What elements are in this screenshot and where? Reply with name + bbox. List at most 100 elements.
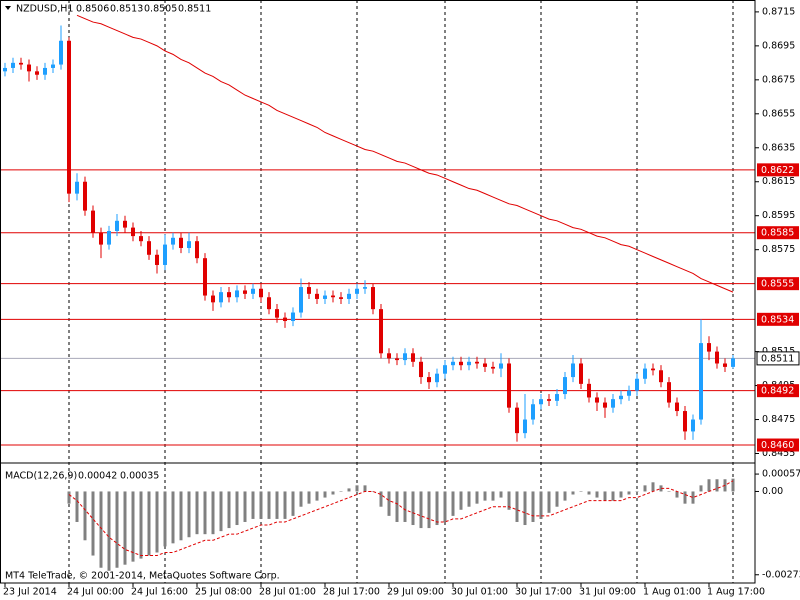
macd-bar	[403, 491, 407, 522]
candle-body	[555, 394, 559, 401]
candle-body	[51, 64, 55, 68]
candle-body	[459, 361, 463, 366]
macd-bar	[147, 491, 151, 556]
macd-bar	[75, 491, 79, 522]
macd-bar	[579, 491, 583, 492]
macd-bar	[67, 491, 71, 504]
macd-bar	[467, 491, 471, 507]
level-label: 0.8555	[761, 279, 794, 290]
macd-bar	[331, 491, 335, 495]
macd-bar	[195, 491, 199, 535]
candle-body	[491, 366, 495, 369]
candle-body	[523, 419, 527, 434]
candle-body	[731, 358, 735, 367]
ohlc-value: 0.8505	[144, 4, 177, 15]
candle-body	[667, 382, 671, 403]
candle-body	[315, 293, 319, 299]
candle-body	[19, 62, 23, 65]
x-tick-label: 1 Aug 17:00	[707, 587, 765, 598]
macd-bar	[315, 491, 319, 501]
y-tick-label: 0.8475	[762, 414, 795, 425]
macd-bar	[491, 491, 495, 501]
level-label: 0.8622	[761, 165, 794, 176]
candle-body	[499, 363, 503, 369]
x-tick-label: 29 Jul 09:00	[387, 587, 444, 598]
candle-body	[675, 402, 679, 412]
level-label: 0.8460	[761, 440, 794, 451]
macd-bar	[595, 491, 599, 498]
candle-body	[547, 399, 551, 401]
candle-body	[507, 363, 511, 408]
candle-body	[531, 404, 535, 420]
x-tick-label: 23 Jul 2014	[3, 587, 57, 598]
candle-body	[387, 353, 391, 359]
macd-bar	[267, 491, 271, 519]
candle-body	[363, 287, 367, 289]
level-label-box	[757, 438, 799, 452]
candle-body	[139, 236, 143, 242]
macd-bar	[667, 491, 671, 492]
candle-body	[571, 363, 575, 378]
candle-body	[107, 231, 111, 245]
y-tick-label: 0.8675	[762, 74, 795, 85]
macd-bar	[483, 491, 487, 501]
macd-bar	[107, 491, 111, 571]
candle-body	[235, 290, 239, 298]
candle-body	[379, 309, 383, 354]
macd-bar	[171, 491, 175, 544]
macd-bar	[291, 491, 295, 516]
macd-bar	[355, 485, 359, 492]
macd-bar	[443, 491, 447, 522]
candle-body	[43, 67, 47, 75]
candle-body	[451, 361, 455, 366]
macd-bar	[139, 491, 143, 559]
level-label-box	[757, 277, 799, 291]
macd-bar	[675, 491, 679, 498]
candle-body	[403, 353, 407, 361]
symbol-label: NZDUSD,H1	[16, 4, 73, 15]
x-tick-label: 28 Jul 17:00	[323, 587, 380, 598]
level-label-box	[757, 312, 799, 326]
macd-bar	[539, 491, 543, 519]
candle-body	[603, 402, 607, 408]
level-label: 0.8492	[761, 386, 794, 397]
level-label-box	[757, 384, 799, 398]
level-label: 0.8534	[761, 314, 794, 325]
macd-bar	[219, 491, 223, 532]
macd-bar	[547, 491, 551, 513]
x-tick-label: 24 Jul 16:00	[131, 587, 188, 598]
candle-body	[347, 293, 351, 299]
y-tick-label: 0.8635	[762, 142, 795, 153]
macd-bar	[179, 491, 183, 541]
candle-body	[219, 292, 223, 303]
candle-body	[651, 368, 655, 371]
macd-bar	[275, 491, 279, 519]
y-tick-label: 0.00057	[762, 469, 800, 480]
macd-bar	[419, 491, 423, 529]
candle-body	[683, 411, 687, 432]
macd-bar	[731, 478, 735, 492]
candle-body	[515, 407, 519, 434]
candle-body	[643, 368, 647, 379]
header-arrow	[5, 6, 11, 10]
macd-bar	[475, 491, 479, 504]
candle-body	[707, 343, 711, 352]
macd-bar	[123, 491, 127, 565]
macd-bar	[259, 491, 263, 519]
macd-bar	[387, 491, 391, 516]
macd-bar	[363, 485, 367, 492]
macd-bar	[683, 491, 687, 504]
candle-body	[339, 297, 343, 299]
macd-bar	[283, 491, 287, 519]
macd-bar	[531, 491, 535, 522]
candle-body	[291, 312, 295, 322]
candle-body	[579, 363, 583, 384]
macd-bar	[515, 491, 519, 522]
macd-bar	[555, 491, 559, 507]
indicator-title: MACD(12,26,9)	[5, 471, 77, 482]
candle-body	[611, 399, 615, 408]
candle-body	[227, 292, 231, 298]
candle-body	[419, 361, 423, 378]
